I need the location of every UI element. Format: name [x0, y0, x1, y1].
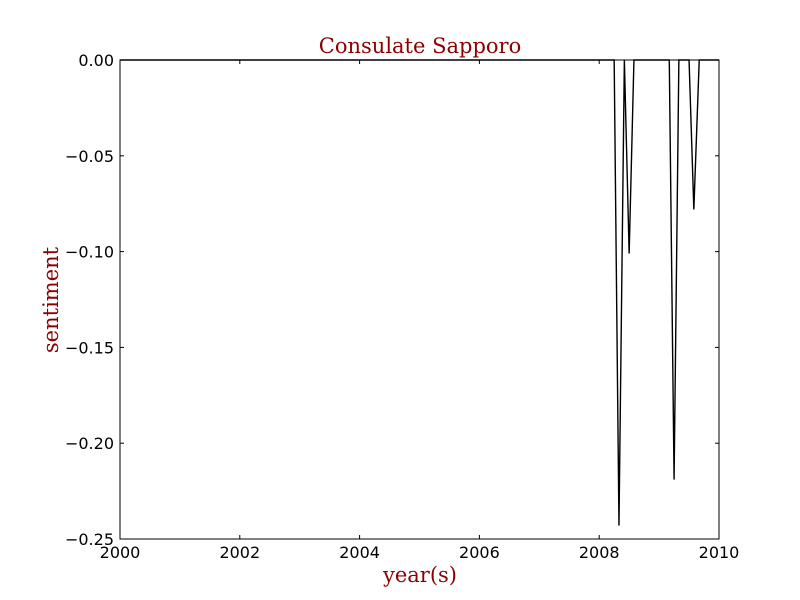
x-axis-label: year(s) [382, 563, 457, 587]
x-tick-label: 2002 [219, 543, 260, 562]
x-tick-label: 2006 [459, 543, 500, 562]
y-tick-label: −0.10 [65, 243, 114, 262]
x-tick-label: 2010 [699, 543, 740, 562]
y-tick-label: −0.20 [65, 434, 114, 453]
y-tick-label: −0.05 [65, 147, 114, 166]
x-tick-labels: 2000 2002 2004 2006 2008 2010 [100, 543, 740, 562]
x-tick-label: 2008 [579, 543, 620, 562]
y-tick-label: −0.25 [65, 530, 114, 549]
chart-title: Consulate Sapporo [319, 34, 521, 58]
plot-frame [119, 59, 720, 540]
y-tick-label: 0.00 [78, 51, 114, 70]
plot-area [119, 59, 720, 540]
x-tick-label: 2004 [339, 543, 380, 562]
y-tick-labels: 0.00 −0.05 −0.10 −0.15 −0.20 −0.25 [65, 51, 114, 549]
series-line [120, 59, 719, 526]
y-axis-label: sentiment [39, 246, 63, 353]
series-layer [120, 59, 719, 526]
y-tick-label: −0.15 [65, 338, 114, 357]
x-tick-label: 2000 [100, 543, 141, 562]
